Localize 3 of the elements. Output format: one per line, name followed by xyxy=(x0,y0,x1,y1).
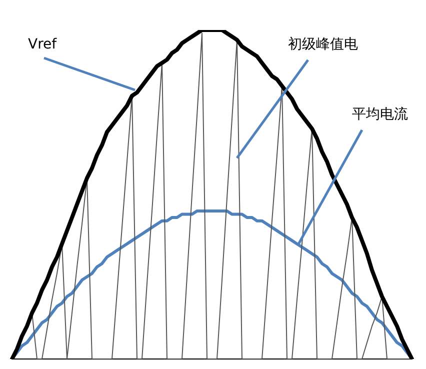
annotation: 初级峰值电 xyxy=(288,36,358,53)
annotation: Vref xyxy=(28,36,58,53)
annotation: 平均电流 xyxy=(352,106,408,123)
